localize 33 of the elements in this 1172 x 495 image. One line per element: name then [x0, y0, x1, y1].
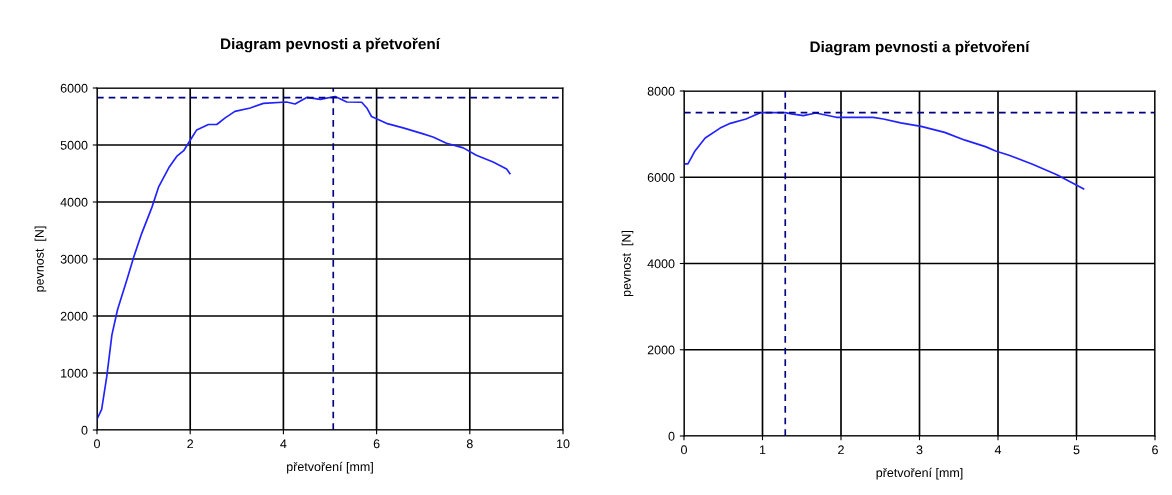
x-axis-title: přetvoření [mm]	[876, 467, 963, 480]
y-axis-title: pevnost [N]	[621, 231, 634, 297]
chart-title: Diagram pevnosti a přetvoření	[810, 40, 1030, 56]
y-tick-label: 2000	[60, 311, 88, 321]
x-tick-label: 10	[557, 439, 570, 449]
x-tick-label: 6	[373, 439, 380, 449]
y-tick-label: 1000	[61, 368, 88, 378]
y-tick-label: 6000	[647, 173, 675, 182]
y-tick-label: 3000	[60, 254, 88, 264]
line-series	[684, 111, 1085, 190]
x-tick-label: 6	[1152, 445, 1158, 455]
x-tick-label: 0	[94, 439, 100, 449]
y-axis-title: pevnost [N]	[34, 226, 47, 292]
chart-title: Diagram pevnosti a přetvoření	[221, 37, 441, 53]
x-tick-label: 1	[759, 445, 766, 455]
x-tick-label: 2	[838, 445, 844, 455]
x-tick-label: 8	[466, 439, 473, 449]
x-tick-label: 5	[1073, 445, 1080, 455]
y-tick-label: 5000	[60, 140, 88, 150]
y-tick-label: 2000	[647, 345, 675, 355]
x-tick-label: 0	[681, 445, 687, 455]
x-axis-title: přetvoření [mm]	[287, 461, 373, 474]
line-series	[97, 95, 511, 421]
y-tick-label: 4000	[647, 259, 675, 269]
x-tick-label: 2	[187, 439, 194, 449]
x-tick-label: 4	[994, 445, 1002, 455]
x-tick-label: 3	[916, 445, 923, 455]
y-tick-label: 0	[668, 431, 675, 441]
x-tick-label: 4	[280, 439, 287, 449]
y-tick-label: 6000	[60, 83, 88, 93]
y-tick-label: 0	[81, 425, 88, 435]
y-tick-label: 8000	[647, 86, 675, 96]
y-tick-label: 4000	[60, 197, 88, 207]
